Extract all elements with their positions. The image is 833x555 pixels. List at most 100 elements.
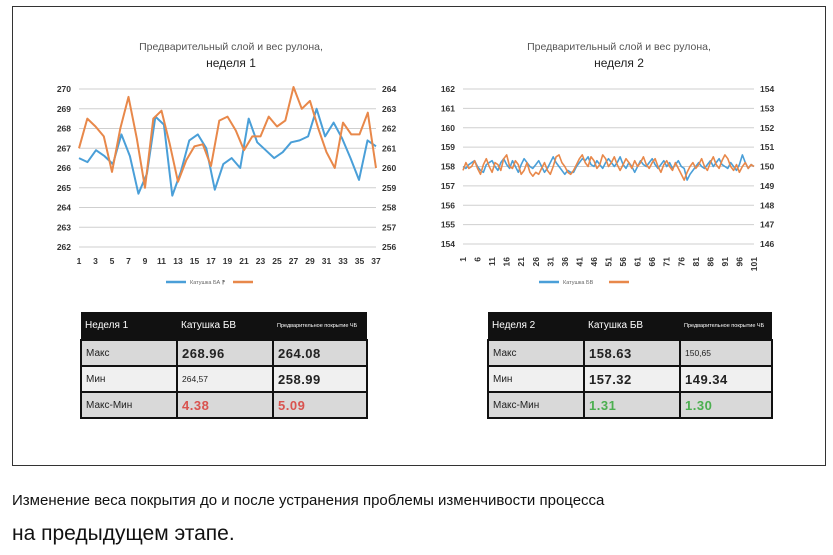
chart-1-title: Предварительный слой и вес рулона, недел… [31, 39, 431, 71]
y-right-tick-label: 150 [760, 162, 774, 172]
x-tick-label: 1 [458, 257, 468, 262]
x-tick-label: 1 [77, 256, 82, 266]
y-left-tick-label: 158 [441, 162, 455, 172]
x-tick-label: 17 [206, 256, 216, 266]
y-left-tick-label: 266 [57, 163, 71, 173]
x-tick-label: 26 [531, 257, 541, 267]
y-right-tick-label: 261 [382, 143, 396, 153]
y-right-tick-label: 260 [382, 163, 396, 173]
legend-label: Катушка БВ [563, 280, 594, 286]
table-1-header-coil: Катушка БВ [177, 312, 273, 340]
y-right-tick-label: 262 [382, 124, 396, 134]
table-row: Макс-Мин 4.38 5.09 [80, 391, 368, 419]
x-tick-label: 96 [734, 257, 744, 267]
table-1-max-coil: 268.96 [176, 339, 274, 367]
x-tick-label: 51 [604, 257, 614, 267]
table-1-header-coating: Предварительное покрытие ЧБ [273, 312, 367, 340]
x-tick-label: 56 [618, 257, 628, 267]
y-left-tick-label: 154 [441, 239, 455, 249]
x-tick-label: 33 [338, 256, 348, 266]
x-tick-label: 25 [272, 256, 282, 266]
x-tick-label: 16 [502, 257, 512, 267]
x-tick-label: 61 [633, 257, 643, 267]
y-left-tick-label: 162 [441, 84, 455, 94]
table-2-range-coil: 1.31 [583, 391, 681, 419]
x-tick-label: 23 [256, 256, 266, 266]
y-left-tick-label: 262 [57, 242, 71, 252]
x-tick-label: 13 [173, 256, 183, 266]
x-tick-label: 71 [662, 257, 672, 267]
y-right-tick-label: 148 [760, 200, 774, 210]
table-2-min-coating: 149.34 [679, 365, 773, 393]
x-tick-label: 29 [305, 256, 315, 266]
x-tick-label: 46 [589, 257, 599, 267]
x-tick-label: 11 [487, 257, 497, 266]
table-2-max-coil: 158.63 [583, 339, 681, 367]
x-tick-label: 11 [157, 256, 166, 266]
y-left-tick-label: 270 [57, 84, 71, 94]
y-right-tick-label: 154 [760, 84, 774, 94]
chart-week-2: Предварительный слой и вес рулона, недел… [419, 7, 819, 307]
y-right-tick-label: 259 [382, 183, 396, 193]
series-line-1 [78, 107, 377, 197]
chart-2-title: Предварительный слой и вес рулона, недел… [419, 39, 819, 71]
y-right-tick-label: 151 [760, 142, 774, 152]
table-2-header-week: Неделя 2 [488, 312, 584, 340]
table-row: Макс 158.63 150,65 [487, 339, 773, 367]
y-right-tick-label: 146 [760, 239, 774, 249]
series-line-1 [462, 154, 755, 181]
x-tick-label: 66 [647, 257, 657, 267]
y-right-tick-label: 258 [382, 203, 396, 213]
y-right-tick-label: 263 [382, 104, 396, 114]
y-left-tick-label: 264 [57, 203, 71, 213]
chart-1-title-line2: неделя 1 [206, 56, 256, 70]
y-right-tick-label: 257 [382, 222, 396, 232]
x-tick-label: 31 [545, 257, 555, 267]
y-left-tick-label: 268 [57, 124, 71, 134]
chart-1-title-line1: Предварительный слой и вес рулона, [139, 41, 323, 53]
y-left-tick-label: 269 [57, 104, 71, 114]
table-2-label-max: Макс [487, 339, 585, 367]
y-left-tick-label: 263 [57, 222, 71, 232]
table-row: Макс 268.96 264.08 [80, 339, 368, 367]
x-tick-label: 76 [676, 257, 686, 267]
x-tick-label: 3 [93, 256, 98, 266]
table-1-range-coating: 5.09 [272, 391, 368, 419]
table-1-min-coil: 264,57 [176, 365, 274, 393]
y-left-tick-label: 159 [441, 142, 455, 152]
y-right-tick-label: 149 [760, 181, 774, 191]
x-tick-label: 15 [190, 256, 200, 266]
x-tick-label: 35 [355, 256, 365, 266]
x-tick-label: 91 [720, 257, 730, 267]
table-2-label-range: Макс-Мин [487, 391, 585, 419]
x-tick-label: 7 [126, 256, 131, 266]
y-left-tick-label: 267 [57, 143, 71, 153]
figure-frame: Предварительный слой и вес рулона, недел… [12, 6, 826, 466]
table-1-label-max: Макс [80, 339, 178, 367]
y-right-tick-label: 256 [382, 242, 396, 252]
y-right-tick-label: 264 [382, 84, 396, 94]
x-tick-label: 86 [705, 257, 715, 267]
table-1-max-coating: 264.08 [272, 339, 368, 367]
x-tick-label: 6 [473, 257, 483, 262]
x-tick-label: 9 [143, 256, 148, 266]
table-1-label-min: Мин [80, 365, 178, 393]
y-left-tick-label: 155 [441, 220, 455, 230]
series-line-2 [462, 154, 755, 181]
x-tick-label: 41 [574, 257, 584, 267]
table-2-header-coil: Катушка БВ [584, 312, 680, 340]
x-tick-label: 81 [691, 257, 701, 267]
y-right-tick-label: 152 [760, 123, 774, 133]
x-tick-label: 37 [371, 256, 381, 266]
x-tick-label: 31 [322, 256, 332, 266]
y-left-tick-label: 161 [441, 103, 455, 113]
chart-2-title-line1: Предварительный слой и вес рулона, [527, 41, 711, 53]
table-2-min-coil: 157.32 [583, 365, 681, 393]
table-2-max-coating: 150,65 [679, 339, 773, 367]
chart-2-title-line2: неделя 2 [594, 56, 644, 70]
table-1-range-coil: 4.38 [176, 391, 274, 419]
table-row: Мин 157.32 149.34 [487, 365, 773, 393]
caption-line-2: на предыдущем этапе. [12, 522, 235, 545]
